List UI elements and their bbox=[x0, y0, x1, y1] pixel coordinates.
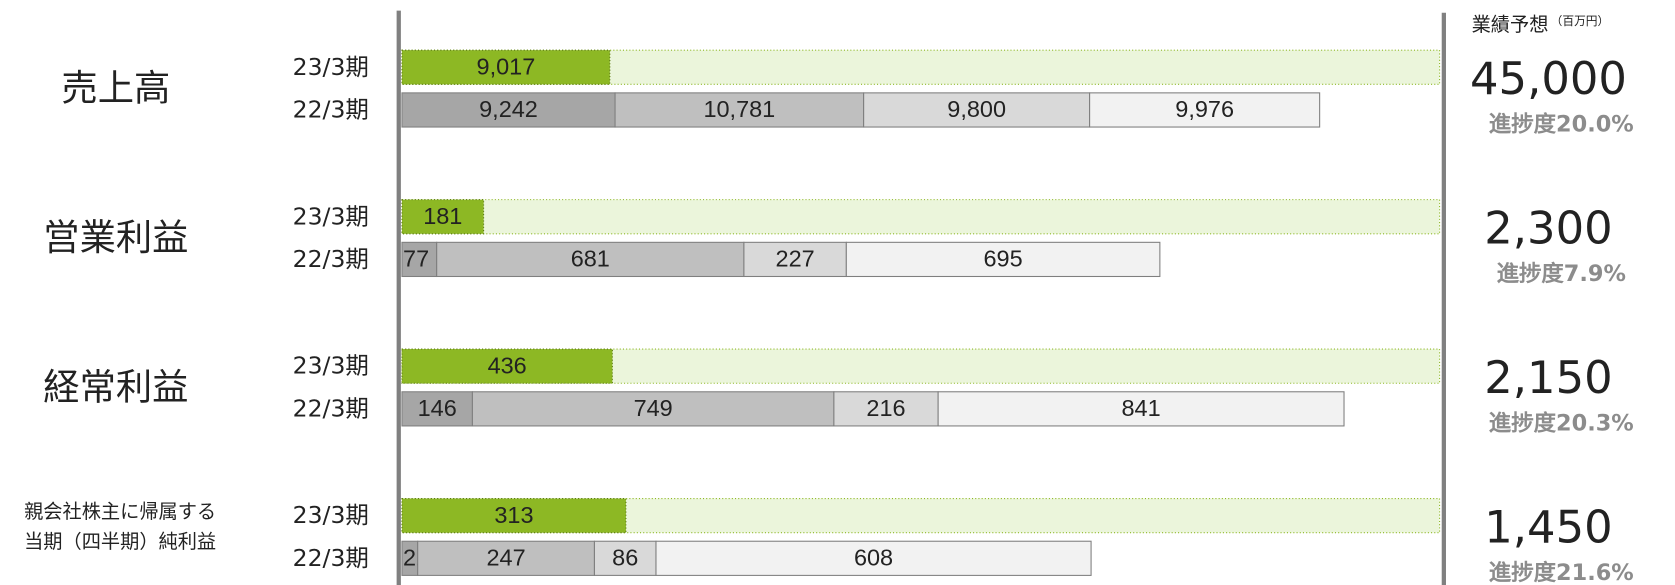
row-label: 22/3期 bbox=[293, 394, 369, 422]
progress-label: 進捗度7.9% bbox=[1497, 260, 1626, 287]
row-label: 23/3期 bbox=[293, 501, 369, 529]
previous-value-label: 77 bbox=[403, 246, 429, 272]
previous-value-label: 9,976 bbox=[1175, 96, 1234, 122]
row-label: 22/3期 bbox=[293, 96, 369, 124]
previous-segment bbox=[655, 540, 1092, 576]
previous-value-label: 749 bbox=[634, 395, 673, 421]
previous-value-label: 695 bbox=[984, 246, 1023, 272]
group-label: 経常利益 bbox=[43, 366, 188, 409]
group-label: 売上高 bbox=[61, 67, 170, 110]
previous-value-label: 227 bbox=[776, 246, 815, 272]
current-bar bbox=[401, 199, 485, 235]
forecast-value: 45,000 bbox=[1470, 52, 1627, 105]
previous-value-label: 146 bbox=[418, 395, 457, 421]
previous-value-label: 9,242 bbox=[479, 96, 538, 122]
previous-segment bbox=[845, 241, 1161, 278]
row-label: 23/3期 bbox=[293, 53, 369, 81]
previous-segment bbox=[1089, 92, 1321, 128]
current-value-label: 313 bbox=[494, 502, 533, 528]
previous-segment bbox=[833, 391, 939, 427]
previous-segment bbox=[743, 241, 847, 278]
forecast-bar bbox=[401, 199, 1441, 235]
group-label: 当期（四半期）純利益 bbox=[24, 530, 216, 553]
previous-value-label: 86 bbox=[612, 545, 638, 571]
current-bar bbox=[401, 49, 611, 85]
progress-label: 進捗度20.3% bbox=[1489, 409, 1634, 436]
progress-label: 進捗度21.6% bbox=[1489, 559, 1634, 585]
row-label: 23/3期 bbox=[293, 352, 369, 380]
unit: （百万円） bbox=[1551, 14, 1610, 28]
current-value-label: 9,017 bbox=[477, 54, 536, 80]
row-label: 22/3期 bbox=[293, 544, 369, 572]
previous-value-label: 247 bbox=[486, 545, 525, 571]
forecast-value: 2,150 bbox=[1484, 351, 1612, 404]
previous-value-label: 608 bbox=[854, 545, 893, 571]
group-label: 営業利益 bbox=[43, 216, 188, 259]
forecast-value: 2,300 bbox=[1484, 202, 1612, 255]
previous-value-label: 216 bbox=[866, 395, 905, 421]
forecast-value: 1,450 bbox=[1484, 501, 1612, 554]
current-value-label: 181 bbox=[423, 203, 462, 229]
progress-label: 進捗度20.0% bbox=[1489, 110, 1634, 137]
previous-segment bbox=[471, 391, 835, 427]
row-label: 23/3期 bbox=[293, 202, 369, 230]
current-bar bbox=[401, 497, 627, 534]
previous-segment bbox=[401, 92, 616, 128]
previous-value-label: 10,781 bbox=[703, 96, 775, 122]
group-label: 親会社株主に帰属する bbox=[24, 500, 216, 523]
previous-segment bbox=[401, 391, 473, 427]
previous-value-label: 681 bbox=[571, 246, 610, 272]
current-bar bbox=[401, 348, 613, 384]
previous-value-label: 841 bbox=[1121, 395, 1160, 421]
previous-value-label: 9,800 bbox=[947, 96, 1006, 122]
header: 業績予想 bbox=[1472, 13, 1549, 36]
row-label: 22/3期 bbox=[293, 245, 369, 273]
current-value-label: 436 bbox=[488, 352, 527, 378]
previous-segment bbox=[937, 391, 1345, 427]
previous-segment bbox=[417, 540, 595, 576]
